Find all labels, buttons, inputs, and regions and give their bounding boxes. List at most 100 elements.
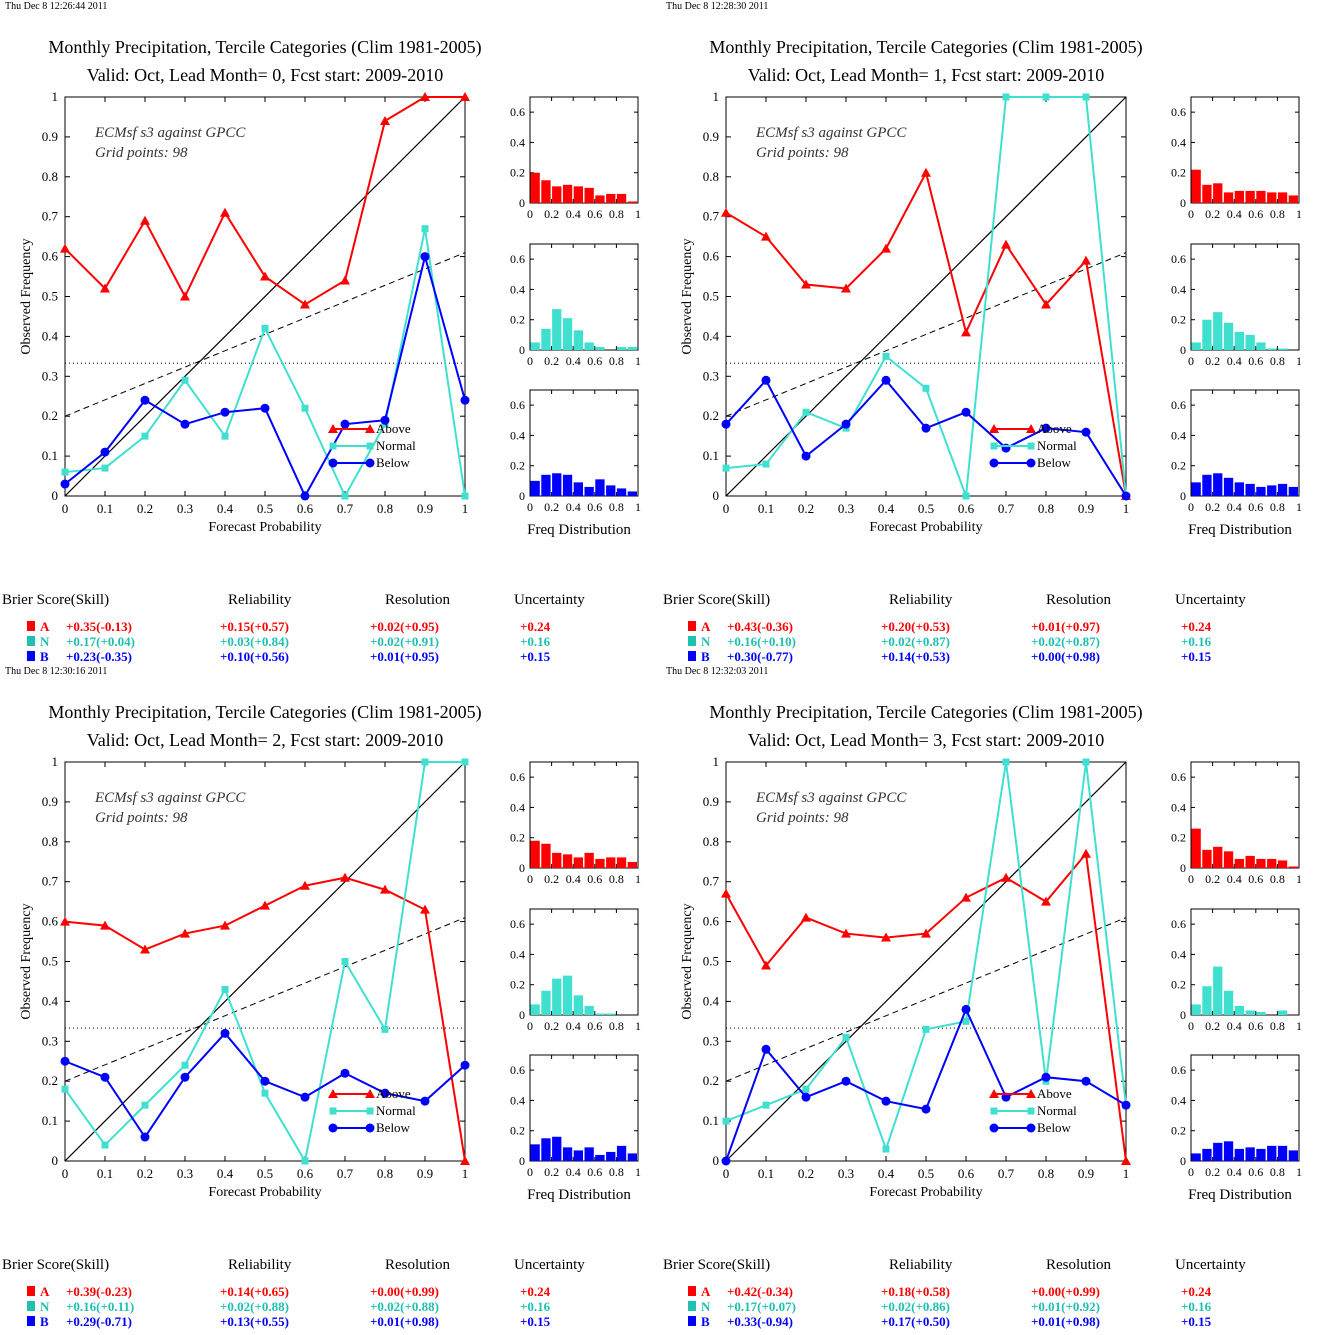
score-swatch [27,636,35,646]
histogram-bar [573,995,583,1015]
score-value: +0.43(-0.36) [727,619,793,634]
histogram-bar [1277,1010,1288,1015]
score-value: +0.13(+0.55) [220,1314,289,1329]
histogram-bar [595,1154,605,1161]
histogram-bar [552,473,562,496]
marker-normal [61,1085,69,1093]
x-tick-label: 0.5 [918,501,934,516]
histogram-bar [627,346,637,350]
score-category: A [40,1284,50,1299]
hist-x-tick-label: 0.6 [587,1165,602,1179]
y-tick-label: 0.4 [42,328,59,343]
histogram-bar [541,990,551,1015]
score-header: Reliability [889,1257,953,1273]
score-value: +0.42(-0.34) [727,1284,793,1299]
hist-y-tick-label: 0 [1180,861,1186,875]
x-tick-label: 0.5 [257,1166,273,1181]
hist-x-tick-label: 1 [635,500,641,514]
hist-y-tick-label: 0.2 [1171,459,1186,473]
histogram-bar [1213,183,1223,203]
hist-x-tick-label: 0.6 [1248,354,1263,368]
hist-x-tick-label: 0.2 [1205,207,1220,221]
hist-y-tick-label: 0.4 [510,428,525,442]
chart-title: Monthly Precipitation, Tercile Categorie… [709,702,1142,723]
score-category: A [40,619,50,634]
histogram-bar [562,1147,573,1161]
marker-above [260,271,270,281]
histogram-bar [584,342,594,350]
histogram-bar [627,861,637,868]
y-tick-label: 0.2 [703,408,719,423]
chart-title: Monthly Precipitation, Tercile Categorie… [709,37,1142,58]
marker-below [460,1060,470,1070]
score-header: Resolution [385,592,451,608]
x-tick-label: 0.9 [417,501,433,516]
histogram-bar [530,840,540,868]
histogram-bar [1213,473,1223,496]
hist-label: Freq Distribution [527,522,631,538]
x-tick-label: 0.8 [377,1166,393,1181]
score-header: Uncertainty [1175,1257,1246,1273]
hist-y-tick-label: 0.4 [510,135,525,149]
marker-normal [381,1025,389,1033]
marker-above [460,92,470,101]
hist-y-tick-label: 0 [1180,1008,1186,1022]
marker-below [180,419,190,429]
score-value: +0.29(-0.71) [66,1314,132,1329]
hist-x-tick-label: 0.6 [587,500,602,514]
hist-x-tick-label: 0 [527,872,533,886]
score-value: +0.24 [1181,1284,1212,1299]
hist-y-tick-label: 0.6 [1171,770,1186,784]
histogram-bar [1191,1153,1201,1161]
hist-x-tick-label: 0.4 [1227,872,1242,886]
hist-y-tick-label: 0 [519,196,525,210]
series-line-above [64,876,466,1162]
hist-x-tick-label: 0.8 [609,872,624,886]
marker-normal [421,758,429,766]
histogram-bar [1234,190,1244,203]
y-tick-label: 0.4 [703,328,720,343]
x-tick-label: 0.6 [297,1166,314,1181]
hist-x-tick-label: 0.2 [1205,500,1220,514]
histogram-frame [529,761,639,869]
y-tick-label: 0.8 [703,169,719,184]
score-header: Uncertainty [514,592,585,608]
hist-x-tick-label: 0 [527,207,533,221]
score-value: +0.15 [1181,1314,1212,1329]
marker-above [140,215,150,225]
marker-above [881,932,891,942]
histogram-bar [1202,849,1212,868]
score-value: +0.35(-0.13) [66,619,132,634]
histogram-bar [562,184,573,203]
y-tick-label: 0.5 [42,289,58,304]
marker-below [420,1096,430,1106]
annotation-gridpoints: Grid points: 98 [95,810,188,826]
histogram-bar [530,480,540,496]
annotation-model: ECMsf s3 against GPCC [94,790,246,806]
hist-x-tick-label: 0 [1188,1019,1194,1033]
hist-x-tick-label: 0.4 [566,872,581,886]
marker-above [460,1156,470,1165]
histogram-bar [1234,331,1244,350]
marker-below [340,419,350,429]
hist-y-tick-label: 0 [519,1154,525,1168]
hist-y-tick-label: 0.2 [1171,831,1186,845]
score-value: +0.16 [520,634,551,649]
x-tick-label: 0 [723,501,730,516]
histogram-bar [552,978,562,1015]
x-tick-label: 0.6 [297,501,314,516]
marker-above [881,243,891,253]
marker-normal [261,324,269,332]
y-tick-label: 0.6 [42,914,59,929]
histogram-below: 0 0.2 0.4 0.6 0 0.2 0.4 0.6 0.8 1 [510,389,641,514]
hist-x-tick-label: 1 [1296,872,1302,886]
marker-below [260,1076,270,1086]
marker-normal [101,464,109,472]
marker-below [1041,423,1051,433]
histogram-bar [584,187,594,203]
x-tick-label: 1 [462,1166,469,1181]
no-skill-line [725,917,1127,1082]
y-tick-label: 0.7 [42,209,59,224]
marker-below [881,1096,891,1106]
